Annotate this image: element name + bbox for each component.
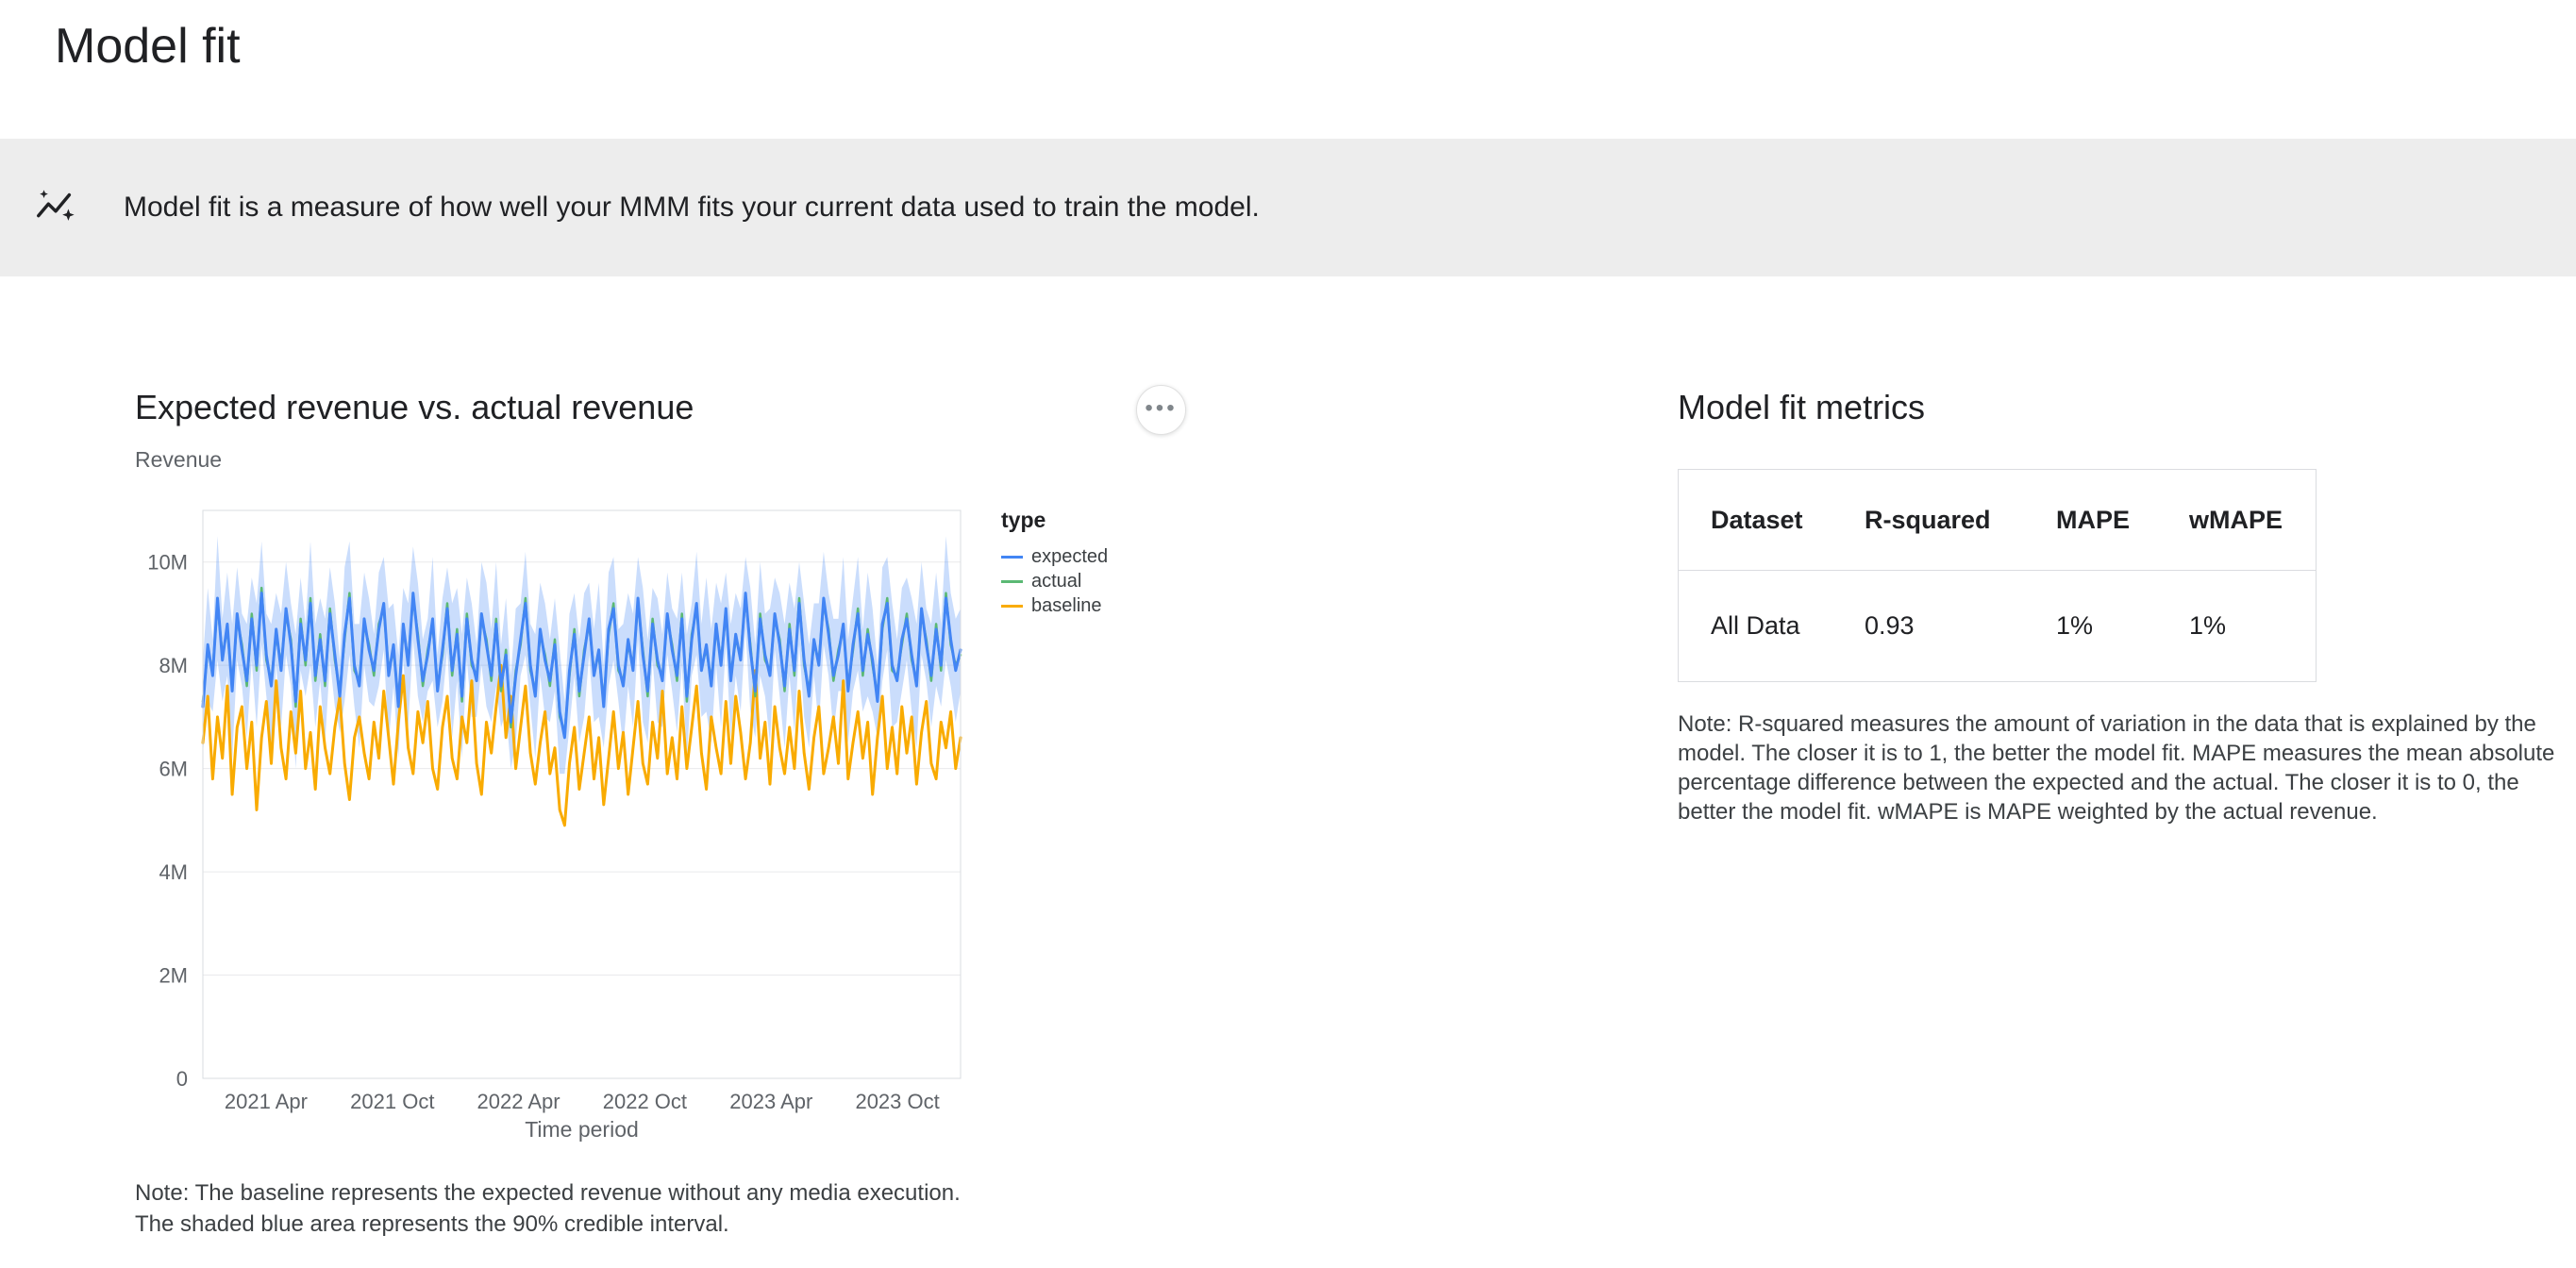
credible-interval-band xyxy=(203,536,961,775)
x-axis-title: Time period xyxy=(525,1117,639,1142)
chart-note-line2: The shaded blue area represents the 90% … xyxy=(135,1211,729,1237)
legend-swatch-actual xyxy=(1001,579,1023,583)
more-options-button[interactable]: ••• xyxy=(1136,385,1186,435)
table-header-row: Dataset R-squared MAPE wMAPE xyxy=(1679,470,2316,571)
metrics-title: Model fit metrics xyxy=(1678,388,1926,426)
legend-swatch-expected xyxy=(1001,555,1023,559)
y-tick-label-2M: 2M xyxy=(159,964,188,988)
chart-note-line1: Note: The baseline represents the expect… xyxy=(135,1180,961,1206)
x-tick-label: 2023 Oct xyxy=(855,1090,939,1113)
y-axis-title: Revenue xyxy=(135,447,223,472)
x-tick-label: 2021 Apr xyxy=(225,1090,308,1113)
legend-entry-actual: actual xyxy=(1001,569,1108,593)
banner-text: Model fit is a measure of how well your … xyxy=(124,192,1260,223)
chart-legend: type expected actual baseline xyxy=(1001,508,1108,618)
x-tick-label: 2021 Oct xyxy=(350,1090,434,1113)
chart-note: Note: The baseline represents the expect… xyxy=(135,1177,961,1240)
legend-label-expected: expected xyxy=(1031,545,1109,567)
x-tick-label: 2022 Apr xyxy=(477,1090,560,1113)
x-tick-label: 2023 Apr xyxy=(729,1090,812,1113)
legend-entry-baseline: baseline xyxy=(1001,593,1108,618)
legend-label-actual: actual xyxy=(1031,570,1082,592)
y-tick-label-10M: 10M xyxy=(147,551,188,575)
cell-r-squared: 0.93 xyxy=(1865,611,1915,640)
y-tick-label-4M: 4M xyxy=(159,860,188,884)
cell-dataset: All Data xyxy=(1711,611,1800,640)
col-header-wmape: wMAPE xyxy=(2189,505,2283,534)
col-header-dataset: Dataset xyxy=(1711,505,1803,534)
legend-swatch-baseline xyxy=(1001,604,1023,608)
page-title: Model fit xyxy=(55,19,241,74)
metrics-note: Note: R-squared measures the amount of v… xyxy=(1678,711,2555,825)
plot-border xyxy=(202,509,962,1079)
y-tick-label-0: 0 xyxy=(176,1067,188,1091)
col-header-mape: MAPE xyxy=(2056,505,2131,534)
legend-label-baseline: baseline xyxy=(1031,594,1102,616)
cell-wmape: 1% xyxy=(2189,611,2227,640)
more-options-icon: ••• xyxy=(1145,395,1178,421)
baseline-line xyxy=(201,663,962,827)
x-tick-label: 2022 Oct xyxy=(603,1090,687,1113)
col-header-r-squared: R-squared xyxy=(1865,505,1991,534)
legend-entry-expected: expected xyxy=(1001,544,1108,569)
metrics-table: Dataset R-squared MAPE wMAPE All Data 0.… xyxy=(1678,469,2317,682)
y-tick-label-8M: 8M xyxy=(159,654,188,677)
revenue-chart: Time period 0 2M 4M 6M 8M 10M 2021 Apr 2021 Oct… xyxy=(147,509,962,1142)
legend-title: type xyxy=(1001,508,1046,532)
y-tick-label-6M: 6M xyxy=(159,758,188,781)
chart-title: Expected revenue vs. actual revenue xyxy=(135,388,694,426)
model-fit-icon xyxy=(34,186,77,229)
info-banner: Model fit is a measure of how well your … xyxy=(0,139,2576,276)
cell-mape: 1% xyxy=(2056,611,2094,640)
expected-line xyxy=(201,592,962,740)
table-row: All Data 0.93 1% 1% xyxy=(1679,571,2316,681)
